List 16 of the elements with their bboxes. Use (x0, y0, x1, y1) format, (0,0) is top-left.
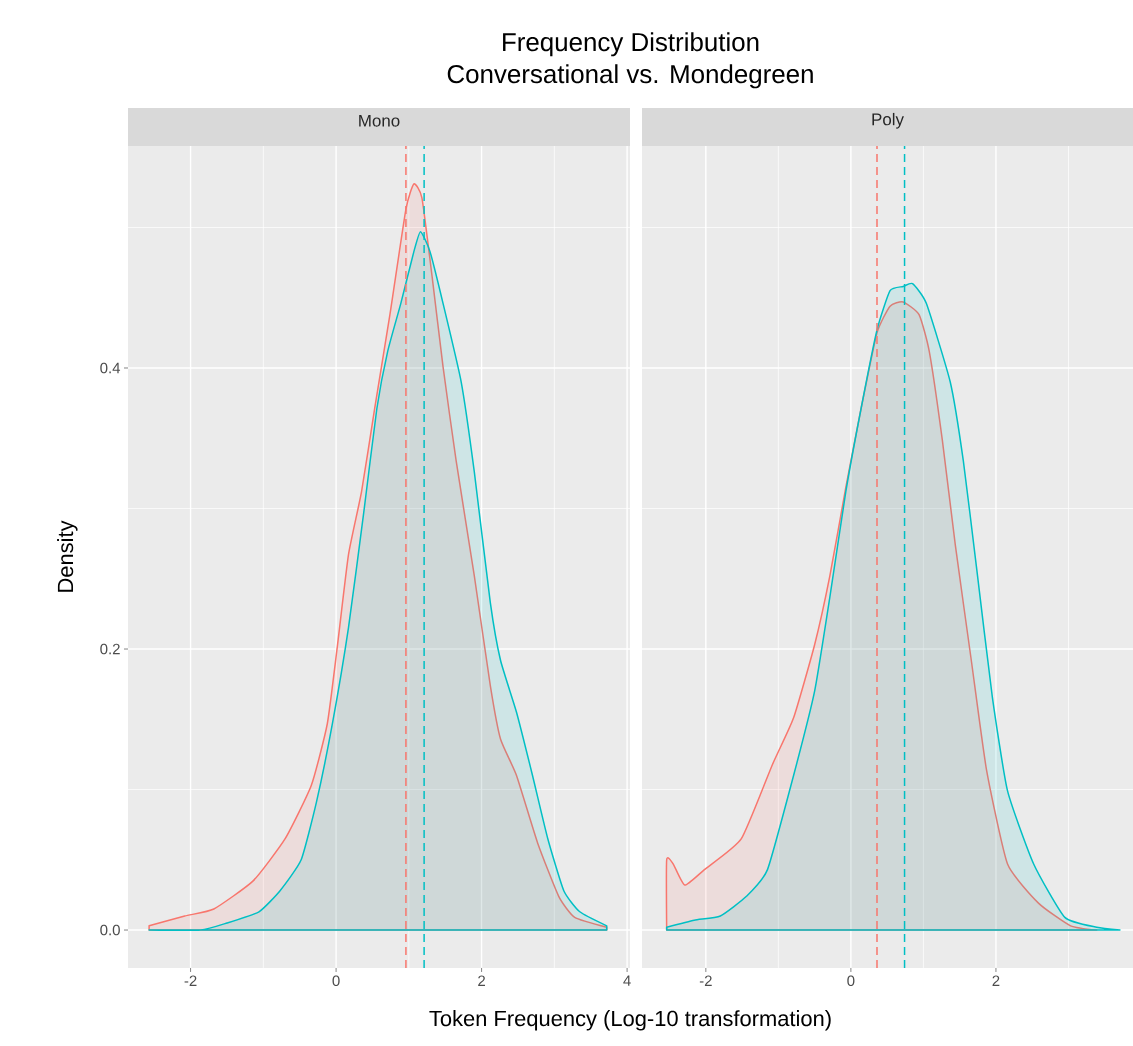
x-axis-title: Token Frequency (Log-10 transformation) (429, 1010, 831, 1031)
x-tick-label: 0 (332, 975, 340, 987)
x-tick-label: -2 (184, 975, 197, 986)
x-tick-label: 0 (847, 975, 855, 987)
y-axis-title: Density (57, 520, 78, 592)
y-tick-label: 0.2 (100, 643, 120, 655)
x-tick-label: 2 (478, 975, 485, 986)
chart-title: Mono (359, 114, 400, 127)
text: Conversational vs. Mondegreen (447, 64, 813, 89)
x-tick-label: 2 (992, 975, 1000, 986)
x-tick-label: 4 (623, 975, 631, 986)
y-tick-label: 0.4 (100, 362, 121, 374)
y-tick-label: 0.0 (100, 924, 120, 936)
x-tick-label: -2 (699, 975, 712, 986)
text: Frequency Distribution (503, 32, 759, 57)
chart-title: Poly (872, 112, 904, 129)
